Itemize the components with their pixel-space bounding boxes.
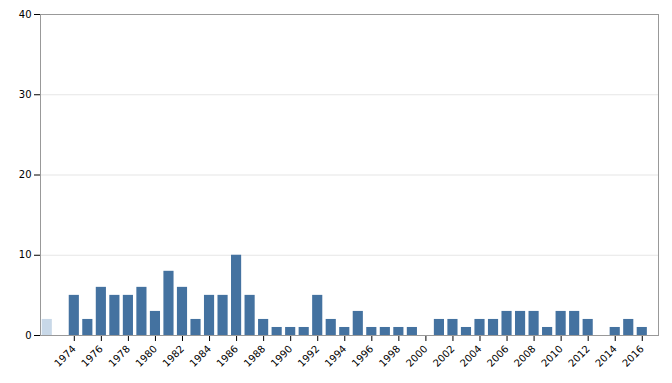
svg-text:2012: 2012 (566, 343, 592, 369)
svg-text:2010: 2010 (539, 343, 565, 369)
svg-text:1990: 1990 (269, 343, 295, 369)
svg-text:1982: 1982 (160, 343, 186, 369)
svg-text:40: 40 (19, 9, 32, 20)
svg-text:1978: 1978 (106, 343, 132, 369)
svg-text:2016: 2016 (620, 343, 646, 369)
svg-text:2000: 2000 (404, 343, 430, 369)
svg-text:1986: 1986 (214, 343, 240, 369)
svg-text:1980: 1980 (133, 343, 159, 369)
svg-text:1998: 1998 (377, 343, 403, 369)
svg-text:20: 20 (19, 169, 32, 180)
svg-text:10: 10 (19, 249, 32, 260)
svg-text:1976: 1976 (79, 343, 105, 369)
svg-text:1996: 1996 (350, 343, 376, 369)
svg-text:30: 30 (19, 89, 32, 100)
svg-text:2002: 2002 (431, 343, 457, 369)
svg-text:1992: 1992 (296, 343, 322, 369)
svg-text:2008: 2008 (512, 343, 538, 369)
svg-text:1988: 1988 (242, 343, 268, 369)
svg-text:0: 0 (25, 330, 31, 341)
svg-text:1994: 1994 (323, 343, 349, 369)
svg-text:2006: 2006 (485, 343, 511, 369)
svg-text:1984: 1984 (187, 343, 213, 369)
svg-text:1974: 1974 (52, 343, 78, 369)
svg-text:2004: 2004 (458, 343, 484, 369)
svg-text:2014: 2014 (593, 343, 619, 369)
